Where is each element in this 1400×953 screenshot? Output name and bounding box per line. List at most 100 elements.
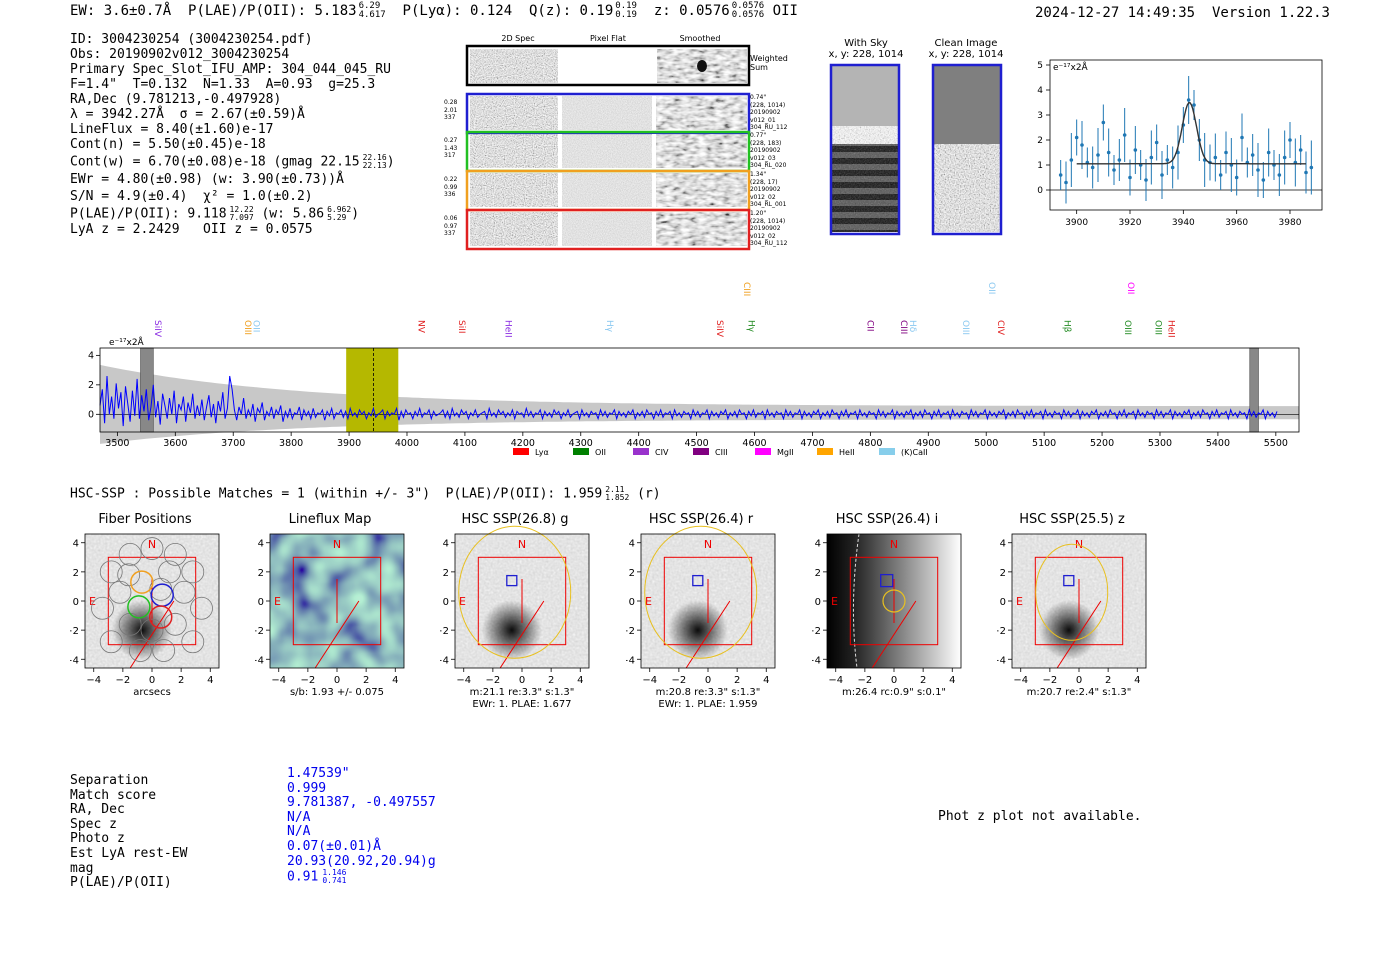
spec-xtick-label: 4400: [627, 438, 651, 449]
panel-xtick-label: −2: [671, 675, 686, 686]
match-label: Separation: [70, 773, 149, 788]
hsc-heading: HSC-SSP : Possible Matches = 1 (within +…: [70, 486, 661, 502]
zoom-point: [1298, 148, 1303, 152]
weighted-sum-frame: [465, 44, 751, 87]
i-band-edge: [852, 533, 860, 669]
fiber-circle: [117, 563, 141, 587]
match-labels: Separation Match score RA, Dec Spec z Photo …: [70, 773, 187, 891]
spec-error-band: [100, 364, 1299, 444]
panel-ytick-label: −4: [440, 655, 449, 666]
plya-value: P(Lyα): 0.124: [402, 3, 513, 19]
zoom-ytick-label: 3: [1037, 111, 1043, 121]
match-label: RA, Dec: [70, 802, 125, 818]
with-sky-coords: x, y: 228, 1014: [828, 49, 904, 60]
spec-line-label: OIII: [242, 320, 252, 335]
panel-ytick-label: 2: [815, 568, 821, 579]
match-label: P(LAE)/P(OII): [70, 875, 172, 891]
z-lo: 0.0576: [731, 10, 765, 20]
legend-swatch: [633, 448, 649, 455]
spec-line-label: SiIV: [152, 320, 162, 338]
match-plae-value: 0.91: [287, 869, 319, 885]
row-gap: [558, 212, 562, 246]
aperture-box: [849, 556, 939, 646]
zoom-point: [1240, 135, 1244, 140]
spec-line-label: NV: [416, 320, 426, 334]
north-label: N: [704, 538, 712, 551]
datetime: 2024-12-27 14:49:35: [1034, 5, 1196, 21]
crosshair-h: [499, 600, 545, 669]
zoom-point: [1154, 140, 1159, 145]
version: Version 1.22.3: [1211, 5, 1330, 21]
zoom-xtick-label: 3980: [1279, 218, 1302, 228]
weighted-2d: [470, 49, 558, 83]
legend-label: (K)CaII: [901, 448, 928, 457]
fiber-circle: [118, 542, 142, 566]
hsc-heading-text: HSC-SSP : Possible Matches = 1 (within +…: [70, 486, 603, 502]
gmag-lo: 22.13: [362, 161, 387, 170]
info-lya-z: LyA z = 2.2429 OII z = 0.0575: [70, 222, 313, 237]
zoom-point: [1106, 150, 1111, 155]
spec-xtick-label: 4700: [800, 438, 824, 449]
row-right-label: 0.74" (228, 1014) 20190902 v012_01 304_R…: [750, 94, 788, 131]
match-label: Photo z: [70, 831, 125, 847]
fiber-circle: [91, 596, 114, 620]
clean-top: [934, 66, 1000, 144]
info-id: ID: 3004230254 (3004230254.pdf): [70, 32, 313, 47]
zoom-xtick-label: 3920: [1119, 218, 1142, 228]
panel-ytick-label: 4: [258, 539, 264, 550]
panel-ytick-label: 0: [629, 597, 635, 608]
timestamp-version: 2024-12-27 14:49:35 Version 1.22.3: [1035, 5, 1330, 21]
spec-ytick-label: 0: [88, 409, 94, 420]
fiber-circle: [163, 542, 187, 566]
clean-image-title: Clean Image x, y: 228, 1014: [918, 38, 1014, 60]
spec-line-label: HeII: [502, 320, 512, 338]
info-lambda: λ = 3942.27Å σ = 2.67(±0.59)Å: [70, 107, 305, 122]
zoom-xtick-label: 3940: [1172, 218, 1195, 228]
legend-label: OII: [595, 448, 606, 457]
plae-lo: 4.617: [358, 10, 386, 20]
with-sky-title: With Sky x, y: 228, 1014: [818, 38, 914, 60]
weighted-sum-label: Weighted Sum: [750, 54, 788, 72]
north-label: N: [890, 538, 898, 551]
zoom-point: [1096, 153, 1100, 157]
north-label: N: [1075, 538, 1083, 551]
row-2d-spec: [470, 96, 558, 130]
panel-subtitle-2: EWr: 1. PLAE: 1.959: [658, 699, 757, 710]
zoom-point: [1309, 165, 1314, 170]
spec-xtick-label: 3900: [337, 438, 361, 449]
spec-line-label: Hδ: [907, 320, 917, 333]
row-pixel-flat: [562, 96, 652, 130]
spec-line-label: OII: [1125, 282, 1135, 294]
sky-top: [832, 66, 898, 126]
panel-xtick-label: −4: [456, 675, 471, 686]
east-label: E: [831, 595, 838, 608]
spec-line-label: Hγ: [746, 320, 756, 333]
zoom-point: [1074, 135, 1079, 140]
spec-xtick-label: 3700: [221, 438, 245, 449]
panel-subtitle: s/b: 1.93 +/- 0.075: [290, 687, 384, 698]
source-blob: [1038, 600, 1099, 661]
panel-xtick-label: −2: [300, 675, 315, 686]
with-sky-label: With Sky: [844, 38, 888, 49]
panel-xtick-label: −2: [857, 675, 872, 686]
spec-line-label: CIII: [741, 282, 751, 296]
zoom-point: [1112, 168, 1116, 172]
spec-axes-box: [99, 347, 1300, 433]
crosshair-h: [871, 600, 917, 669]
panel-ytick-label: 4: [443, 539, 449, 550]
spec-masked-region: [140, 347, 154, 433]
panel-ytick-label: −2: [70, 626, 79, 637]
zoom-point: [1170, 165, 1175, 170]
col-pixel-flat: Pixel Flat: [590, 34, 626, 43]
panel-xtick-label: −2: [1042, 675, 1057, 686]
source-ellipse: [458, 525, 572, 659]
hsc-panel-2: Lineflux Map N E −4 −2 0 2 4 4 2 0 −2 −4 s/b: 1.93 +/…: [255, 512, 435, 722]
panel-subtitle: m:20.8 re:3.3" s:1.3": [656, 687, 761, 698]
match-values: 1.47539" 0.999 9.781387, -0.497557 N/A N/A 0.…: [287, 766, 436, 885]
fiber-circle: [190, 596, 213, 620]
weighted-blob: [697, 60, 707, 72]
zoom-point: [1186, 98, 1191, 102]
panel-xtick-label: 2: [548, 675, 554, 686]
match-plae-bounds: 1.146 0.741: [322, 869, 346, 885]
z-value: z: 0.0576: [653, 3, 730, 19]
